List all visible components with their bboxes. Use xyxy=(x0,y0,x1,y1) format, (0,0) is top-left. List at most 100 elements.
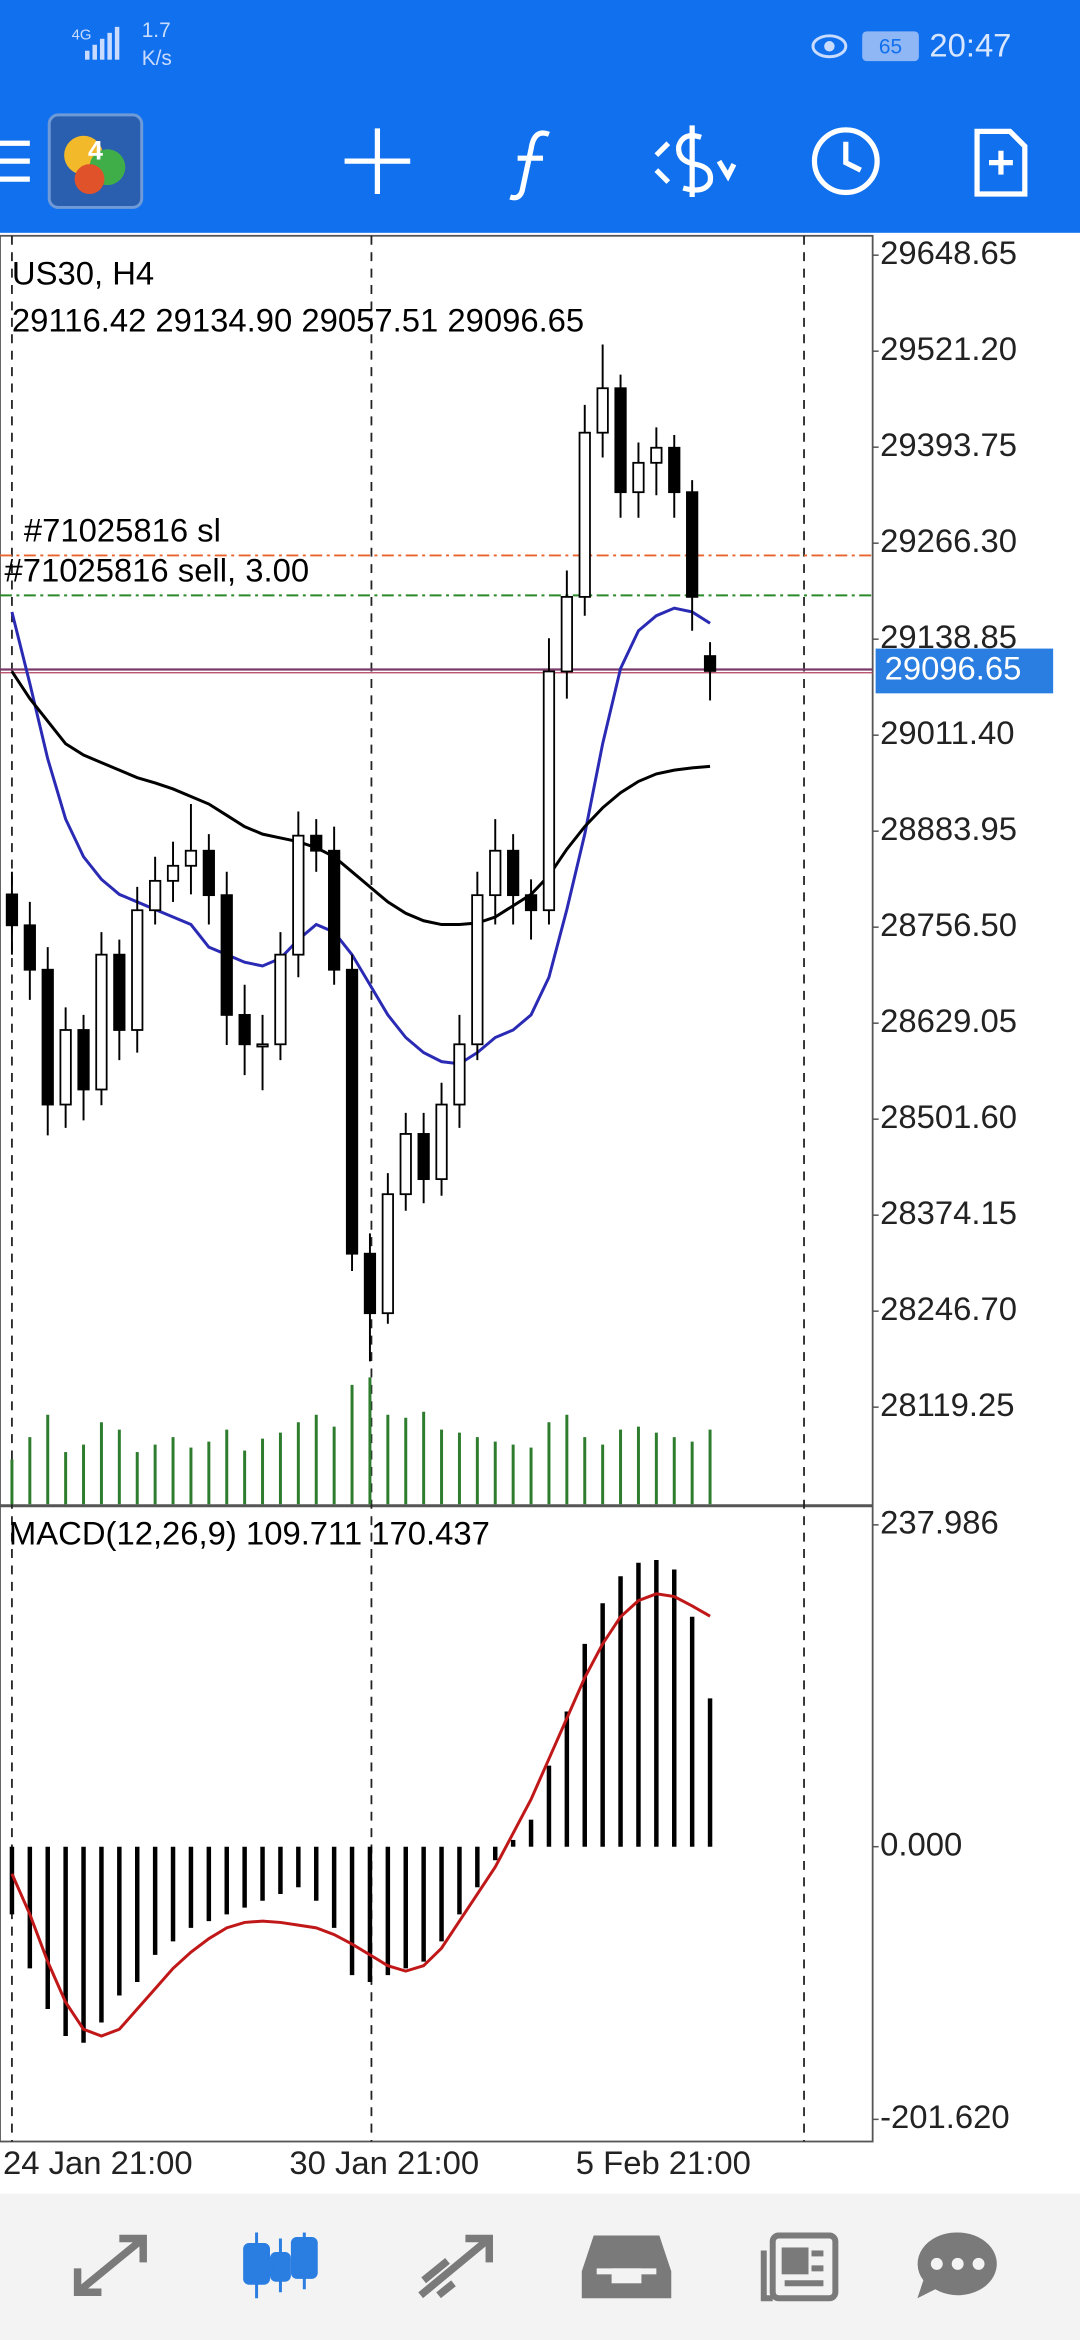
trade-button[interactable] xyxy=(654,125,737,197)
chart-tab[interactable] xyxy=(243,2232,318,2299)
svg-text:4: 4 xyxy=(88,135,103,165)
battery-icon xyxy=(862,31,919,62)
candle-body xyxy=(489,849,502,897)
time-label: 5 Feb 21:00 xyxy=(576,2144,751,2181)
ohlc-quote: 29116.42 29134.90 29057.51 29096.65 xyxy=(12,301,584,338)
status-bar: 4G 1.7 K/s 65 20:47 xyxy=(72,19,1012,70)
candle-body xyxy=(668,446,681,494)
candle-body xyxy=(363,1252,377,1315)
candle-body xyxy=(381,1193,394,1315)
candle-body xyxy=(345,968,359,1255)
macd-tick-label: 237.986 xyxy=(880,1504,999,1541)
signal-icon xyxy=(85,26,120,60)
candle-body xyxy=(435,1103,448,1181)
history-tab[interactable] xyxy=(581,2235,672,2299)
quotes-tab[interactable] xyxy=(73,2234,147,2296)
macd-tick-label: -201.620 xyxy=(880,2098,1010,2135)
macd-tick-label: 0.000 xyxy=(880,1825,962,1862)
candle-body xyxy=(703,655,717,672)
candle-body xyxy=(596,387,609,434)
chart-frame xyxy=(0,234,874,2143)
price-tick-label: 29011.40 xyxy=(880,714,1014,751)
bottom-nav-items xyxy=(73,2232,997,2302)
candle-body xyxy=(650,446,663,464)
price-tick-label: 29648.65 xyxy=(880,234,1017,271)
candle-body xyxy=(310,834,323,852)
low-value: 29057.51 xyxy=(301,301,438,338)
new-order-button[interactable] xyxy=(974,128,1028,197)
price-tick-label: 28756.50 xyxy=(880,906,1017,943)
candle-body xyxy=(77,1029,90,1091)
app-logo[interactable]: 4 xyxy=(47,113,144,209)
crosshair-button[interactable] xyxy=(344,128,411,195)
candle-body xyxy=(453,1043,466,1106)
close-value: 29096.65 xyxy=(447,301,584,338)
candle-body xyxy=(686,491,699,598)
candle-body xyxy=(238,1014,251,1046)
candle-body xyxy=(507,849,520,897)
news-tab[interactable] xyxy=(760,2232,839,2302)
candle-body xyxy=(542,670,556,912)
moving-average xyxy=(10,670,711,927)
candle-body xyxy=(166,864,180,882)
price-tick-label: 29266.30 xyxy=(880,522,1017,559)
candle-body xyxy=(256,1043,269,1048)
order-label: #71025816 sell, 3.00 xyxy=(4,552,309,589)
candle-body xyxy=(41,968,54,1106)
price-tag-label: 29096.65 xyxy=(885,650,1022,687)
moving-average xyxy=(10,606,711,1066)
candle-body xyxy=(220,894,233,1016)
candle-body xyxy=(59,1029,72,1106)
eye-icon xyxy=(811,34,848,59)
trade-tab[interactable] xyxy=(418,2234,494,2299)
candle-body xyxy=(131,909,144,1031)
candle-body xyxy=(184,849,198,867)
order-label: #71025816 sl xyxy=(24,512,221,549)
clock: 20:47 xyxy=(929,26,1011,63)
signal-line xyxy=(10,1592,711,2038)
candle-body xyxy=(417,1133,430,1181)
toolbar: 4 xyxy=(0,113,1028,209)
indicators-button[interactable] xyxy=(509,130,550,201)
price-tick-label: 28629.05 xyxy=(880,1002,1017,1039)
candle-body xyxy=(399,1133,412,1196)
time-label: 30 Jan 21:00 xyxy=(289,2144,479,2181)
menu-button[interactable] xyxy=(0,140,30,182)
bottom-nav xyxy=(0,2193,1080,2340)
price-tick-label: 28883.95 xyxy=(880,810,1017,847)
battery-level: 65 xyxy=(879,35,902,58)
candle-body xyxy=(23,924,36,971)
candle-body xyxy=(614,387,627,494)
candle-body xyxy=(149,879,162,912)
candle-body xyxy=(5,893,19,927)
candle-body xyxy=(95,953,108,1091)
period-separators xyxy=(11,235,805,2142)
symbol-title: US30, H4 xyxy=(12,255,154,292)
chat-tab[interactable] xyxy=(917,2232,997,2299)
candle-body xyxy=(632,461,645,494)
candle-body xyxy=(524,894,538,912)
price-tick-label: 28374.15 xyxy=(880,1194,1017,1231)
price-tick-label: 28119.25 xyxy=(880,1386,1014,1423)
price-tick-label: 29393.75 xyxy=(880,426,1017,463)
price-tick-label: 28501.60 xyxy=(880,1098,1017,1135)
macd-header: MACD(12,26,9) 109.711 170.437 xyxy=(9,1514,490,1551)
speed-unit: K/s xyxy=(142,47,172,70)
period-button[interactable] xyxy=(811,127,880,196)
high-value: 29134.90 xyxy=(155,301,292,338)
macd-title: MACD(12,26,9) xyxy=(9,1514,237,1551)
plot: 29648.6529521.2029393.7529266.3029138.85… xyxy=(0,234,1054,2181)
speed-value: 1.7 xyxy=(142,19,171,42)
candle-body xyxy=(113,953,126,1031)
candle-body xyxy=(202,849,215,897)
candle-body xyxy=(274,953,287,1046)
candle-body xyxy=(292,834,305,956)
network-label: 4G xyxy=(72,27,92,44)
candle-body xyxy=(560,595,573,673)
macd-value: 109.711 xyxy=(246,1514,362,1551)
candle-body xyxy=(328,849,341,971)
candle-body xyxy=(578,431,591,598)
price-tag xyxy=(875,648,1054,694)
price-tick-label: 28246.70 xyxy=(880,1290,1017,1327)
